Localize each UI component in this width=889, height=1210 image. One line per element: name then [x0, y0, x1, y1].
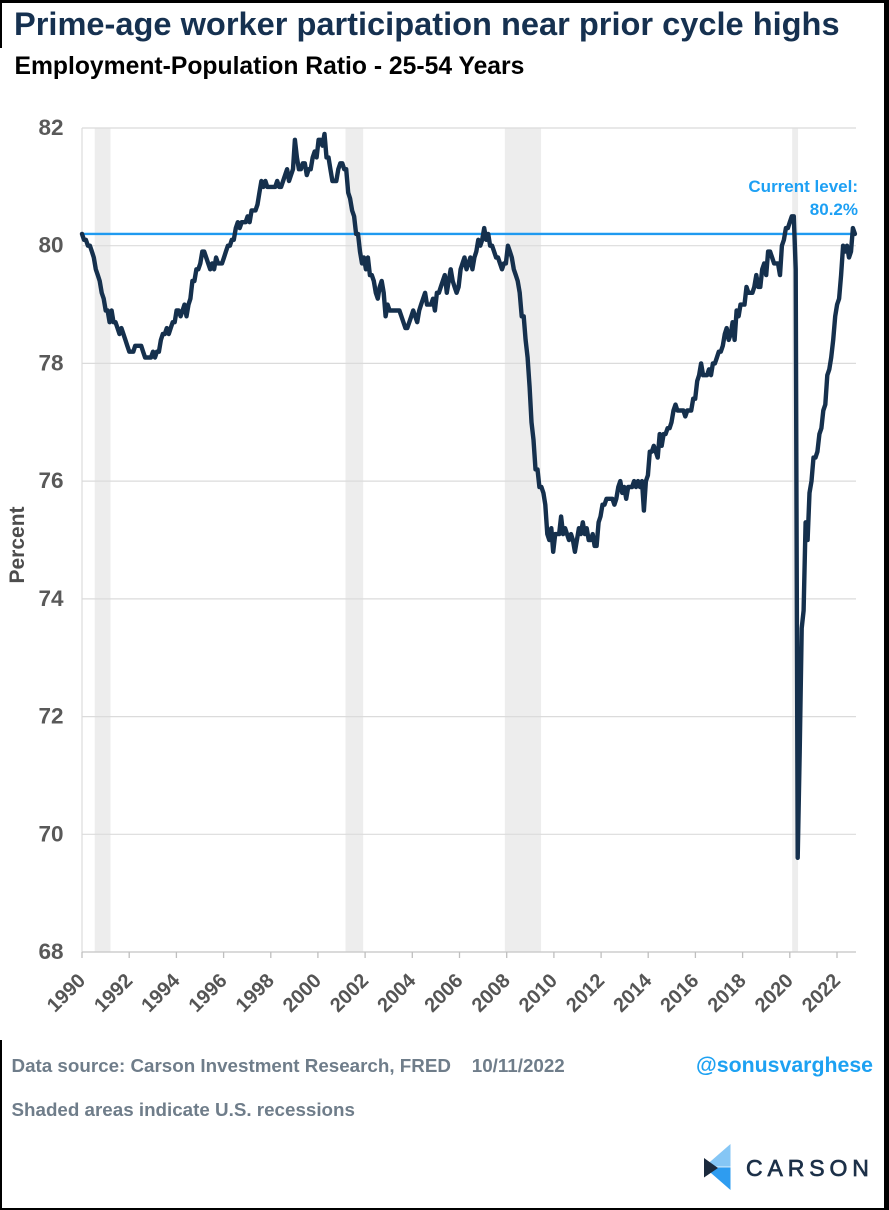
svg-text:Percent: Percent — [6, 506, 29, 583]
svg-text:2020: 2020 — [751, 970, 798, 1017]
svg-text:2022: 2022 — [798, 970, 845, 1017]
svg-text:1994: 1994 — [137, 969, 185, 1017]
svg-text:80.2%: 80.2% — [810, 200, 858, 219]
svg-text:1998: 1998 — [232, 970, 279, 1017]
svg-text:82: 82 — [38, 115, 63, 140]
svg-text:68: 68 — [38, 939, 63, 964]
svg-text:2018: 2018 — [704, 970, 751, 1017]
svg-text:76: 76 — [38, 468, 63, 493]
svg-text:78: 78 — [38, 350, 63, 375]
svg-text:70: 70 — [38, 821, 63, 846]
svg-text:2002: 2002 — [326, 970, 373, 1017]
svg-text:2006: 2006 — [421, 970, 468, 1017]
svg-text:2008: 2008 — [468, 970, 515, 1017]
svg-text:1996: 1996 — [185, 970, 232, 1017]
svg-text:1992: 1992 — [90, 970, 137, 1017]
svg-text:2000: 2000 — [279, 970, 326, 1017]
svg-text:72: 72 — [38, 704, 63, 729]
svg-text:2014: 2014 — [609, 969, 657, 1017]
svg-text:2012: 2012 — [562, 970, 609, 1017]
svg-text:2016: 2016 — [656, 970, 703, 1017]
svg-text:Current level:: Current level: — [748, 177, 858, 196]
svg-text:2004: 2004 — [373, 969, 421, 1017]
svg-text:74: 74 — [38, 586, 64, 611]
svg-text:1990: 1990 — [43, 970, 90, 1017]
svg-text:80: 80 — [38, 233, 63, 258]
svg-text:2010: 2010 — [515, 970, 562, 1017]
